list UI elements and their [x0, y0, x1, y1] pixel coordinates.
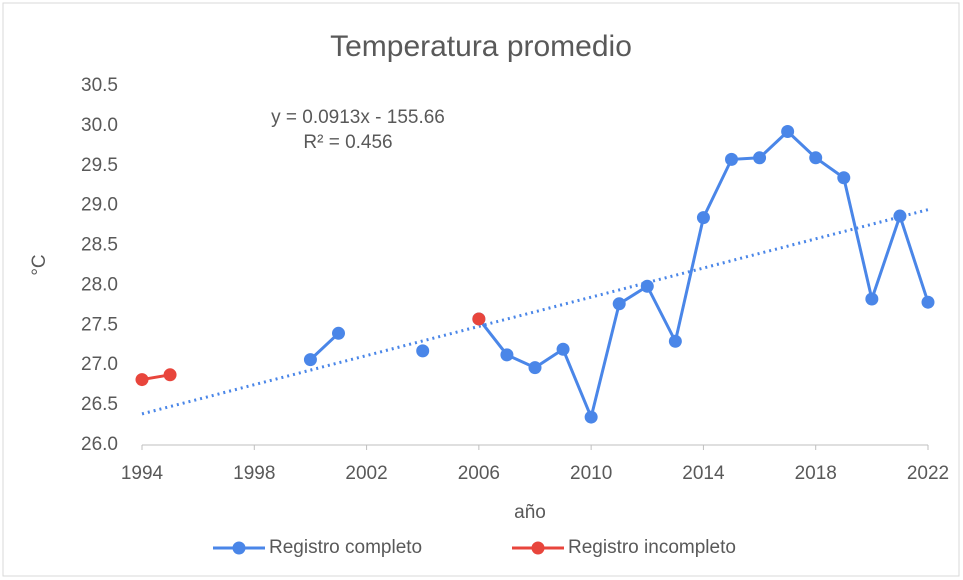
- trend-r2: R² = 0.456: [303, 132, 392, 153]
- point: [135, 373, 149, 387]
- point: [472, 312, 486, 326]
- x-tick-label: 2002: [345, 463, 387, 484]
- point: [781, 124, 795, 138]
- legend-marker: [531, 541, 545, 555]
- x-tick-label: 2014: [682, 463, 725, 484]
- y-tick-label: 28.5: [81, 235, 118, 256]
- y-axis-label: °C: [29, 254, 50, 275]
- point: [837, 171, 851, 185]
- x-tick-label: 2018: [795, 463, 837, 484]
- point: [865, 292, 879, 306]
- x-tick-label: 1994: [121, 463, 164, 484]
- chart-title: Temperatura promedio: [330, 30, 632, 63]
- point: [332, 326, 345, 340]
- point: [416, 344, 430, 358]
- point: [303, 353, 317, 367]
- legend-label: Registro completo: [269, 537, 422, 558]
- trend-equation: y = 0.0913x - 155.66: [271, 107, 445, 128]
- y-tick-label: 28.0: [81, 274, 118, 295]
- x-tick-label: 2006: [458, 463, 500, 484]
- point: [500, 348, 514, 362]
- legend-marker: [232, 541, 246, 555]
- y-tick-label: 27.0: [81, 354, 118, 375]
- legend-label: Registro incompleto: [568, 537, 736, 558]
- y-tick-label: 29.5: [81, 155, 118, 176]
- x-tick-label: 2010: [570, 463, 612, 484]
- point: [556, 342, 570, 356]
- point: [725, 152, 738, 166]
- y-tick-label: 29.0: [81, 195, 118, 216]
- point: [640, 279, 654, 293]
- point: [696, 211, 710, 225]
- x-axis-label: año: [514, 502, 546, 523]
- point: [921, 295, 935, 309]
- point: [753, 151, 767, 165]
- point: [163, 368, 177, 382]
- y-tick-label: 27.5: [81, 314, 118, 335]
- y-tick-label: 26.0: [81, 434, 118, 455]
- point: [584, 410, 598, 424]
- point: [668, 334, 682, 348]
- y-tick-label: 26.5: [81, 394, 118, 415]
- point: [809, 151, 823, 165]
- point: [612, 297, 626, 311]
- point: [528, 361, 542, 375]
- y-tick-label: 30.5: [81, 75, 118, 96]
- x-tick-label: 1998: [233, 463, 275, 484]
- y-tick-label: 30.0: [81, 115, 118, 136]
- x-tick-label: 2022: [907, 463, 949, 484]
- point: [893, 209, 907, 223]
